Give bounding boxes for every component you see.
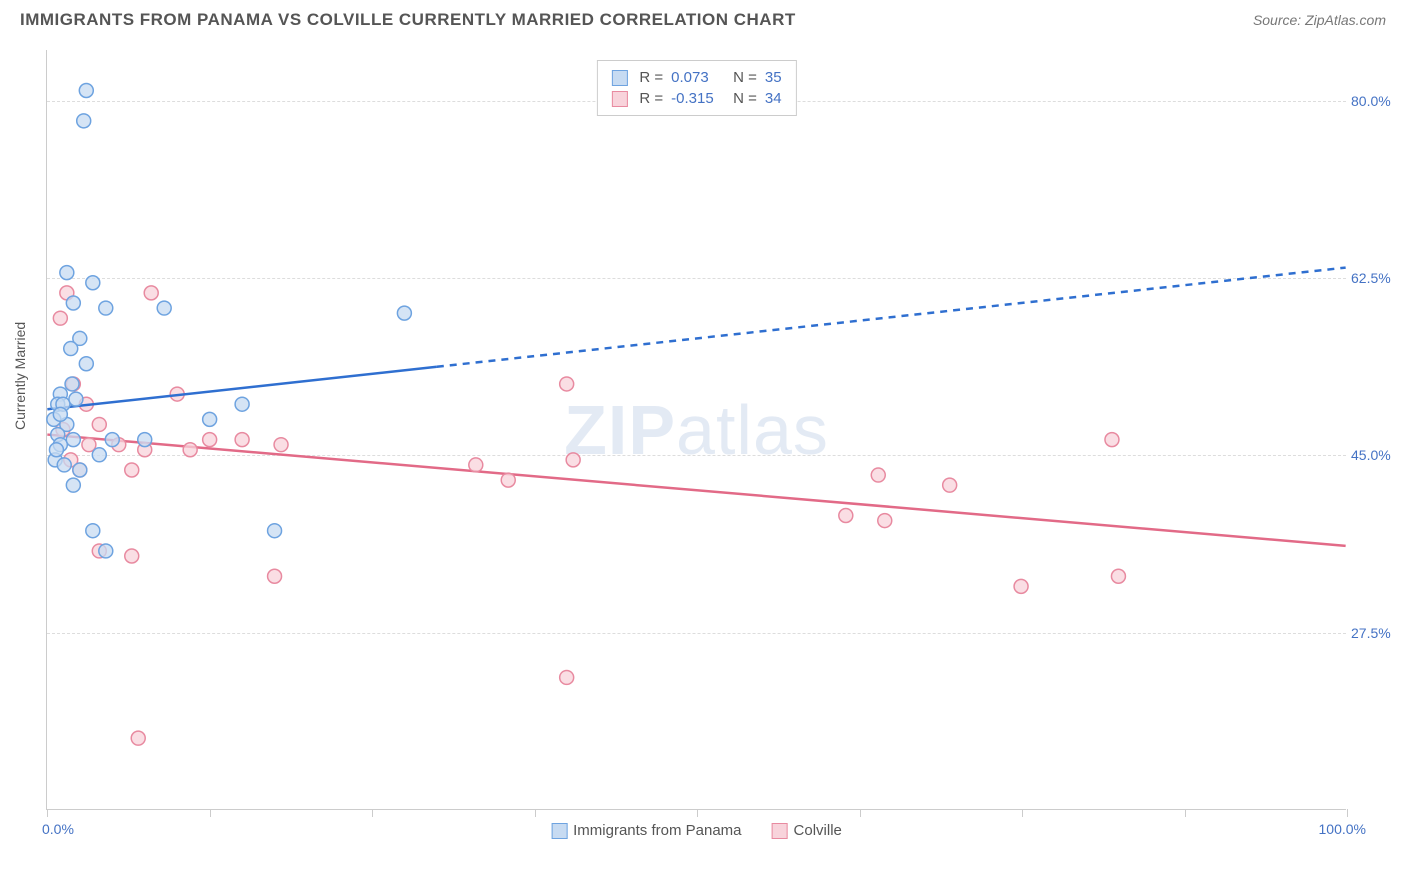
x-tick [1185,809,1186,817]
r-value-1: 0.073 [671,69,721,86]
legend-item-1: Immigrants from Panama [551,822,741,839]
y-tick-label: 27.5% [1351,625,1406,641]
bottom-legend: Immigrants from Panama Colville [551,822,842,839]
x-tick [47,809,48,817]
r-value-2: -0.315 [671,90,721,107]
data-point [86,276,100,290]
data-point [138,433,152,447]
x-tick [697,809,698,817]
y-axis-label: Currently Married [12,322,28,430]
chart-area: ZIPatlas 27.5%45.0%62.5%80.0% R = 0.073 … [46,50,1346,810]
data-point [79,83,93,97]
data-point [157,301,171,315]
data-point [99,544,113,558]
data-point [397,306,411,320]
data-point [65,377,79,391]
trend-line-dashed [437,268,1346,367]
data-point [66,433,80,447]
data-point [99,301,113,315]
data-point [203,412,217,426]
data-point [66,478,80,492]
swatch-legend-2 [772,823,788,839]
data-point [1014,579,1028,593]
data-point [566,453,580,467]
x-tick [860,809,861,817]
stats-row-series-1: R = 0.073 N = 35 [611,67,781,88]
data-point [92,417,106,431]
swatch-series-1 [611,70,627,86]
data-point [77,114,91,128]
x-tick [372,809,373,817]
data-point [501,473,515,487]
data-point [203,433,217,447]
y-tick-label: 80.0% [1351,93,1406,109]
x-axis-min-label: 0.0% [42,821,74,837]
scatter-plot-svg [47,50,1346,809]
legend-label-1: Immigrants from Panama [573,822,741,839]
x-tick [210,809,211,817]
data-point [1105,433,1119,447]
x-tick [1022,809,1023,817]
swatch-series-2 [611,91,627,107]
data-point [60,266,74,280]
data-point [49,443,63,457]
x-axis-max-label: 100.0% [1319,821,1366,837]
data-point [73,463,87,477]
chart-title: IMMIGRANTS FROM PANAMA VS COLVILLE CURRE… [20,10,796,30]
source-label: Source: ZipAtlas.com [1253,12,1386,28]
data-point [125,463,139,477]
legend-label-2: Colville [794,822,842,839]
data-point [560,377,574,391]
data-point [86,524,100,538]
data-point [144,286,158,300]
data-point [125,549,139,563]
n-value-2: 34 [765,90,782,107]
data-point [235,397,249,411]
data-point [53,311,67,325]
trend-line-solid [47,435,1345,546]
y-tick-label: 45.0% [1351,447,1406,463]
data-point [66,296,80,310]
data-point [53,407,67,421]
n-value-1: 35 [765,69,782,86]
data-point [878,514,892,528]
swatch-legend-1 [551,823,567,839]
data-point [235,433,249,447]
data-point [131,731,145,745]
data-point [469,458,483,472]
data-point [943,478,957,492]
x-tick [1347,809,1348,817]
y-tick-label: 62.5% [1351,270,1406,286]
data-point [268,569,282,583]
x-tick [535,809,536,817]
stats-legend-box: R = 0.073 N = 35 R = -0.315 N = 34 [596,60,796,116]
data-point [79,357,93,371]
data-point [64,342,78,356]
data-point [69,392,83,406]
data-point [57,458,71,472]
data-point [92,448,106,462]
data-point [105,433,119,447]
data-point [839,509,853,523]
legend-item-2: Colville [772,822,842,839]
data-point [183,443,197,457]
data-point [268,524,282,538]
data-point [1111,569,1125,583]
data-point [274,438,288,452]
data-point [560,670,574,684]
stats-row-series-2: R = -0.315 N = 34 [611,88,781,109]
data-point [871,468,885,482]
